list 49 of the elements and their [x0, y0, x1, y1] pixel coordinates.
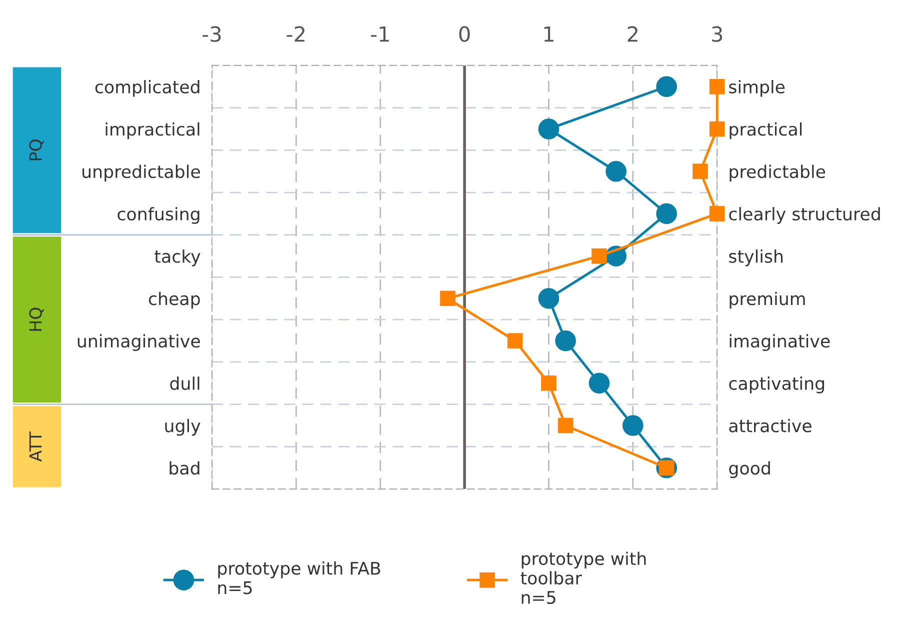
point [588, 372, 610, 394]
text: HQ [29, 308, 44, 331]
y2-tick-label: stylish [729, 249, 783, 266]
x-tick-label: 3 [712, 26, 722, 42]
point [538, 288, 560, 309]
y-tick-label: unpredictable [82, 164, 200, 182]
y-tick-label: cheap [148, 292, 200, 309]
y2-tick-label: simple [729, 80, 785, 97]
point [592, 248, 607, 264]
y2-tick-label: practical [730, 122, 802, 140]
y-tick-label: dull [170, 376, 200, 390]
y-tick-label: impractical [106, 122, 200, 140]
y2-tick-label: predictable [730, 164, 826, 182]
point [606, 160, 626, 182]
y-tick-label: bad [170, 461, 200, 475]
point [709, 206, 725, 222]
text: PQ [29, 139, 44, 160]
y-tick-label: unimaginative [78, 334, 200, 351]
point [507, 333, 523, 348]
point [555, 330, 576, 352]
point [656, 203, 677, 224]
y2-tick-label: imaginative [730, 334, 830, 351]
x-tick-label: 1 [544, 26, 554, 42]
x-tick-label: -1 [370, 26, 389, 42]
y-tick-label: confusing [118, 207, 200, 224]
point [709, 78, 725, 94]
x-tick-label: -3 [202, 26, 221, 42]
y2-tick-label: clearly structured [729, 207, 880, 224]
y-tick-label: ugly [165, 418, 200, 436]
x-tick-label: -2 [286, 26, 304, 42]
y-tick-label: tacky [154, 249, 200, 266]
point [541, 376, 556, 391]
x-tick-label: 0 [459, 26, 470, 42]
point [538, 118, 560, 140]
legend-label: prototype with FAB n=5 [218, 561, 380, 594]
point [622, 415, 644, 436]
y2-tick-label: premium [730, 292, 805, 309]
text: ATT [29, 432, 42, 462]
y2-tick-label: good [729, 461, 770, 478]
y2-tick-label: captivating [729, 376, 824, 394]
y-tick-label: complicated [95, 80, 200, 97]
x-tick-label: 2 [628, 26, 638, 42]
point [656, 76, 677, 98]
y2-tick-label: attractive [729, 418, 812, 432]
point [692, 164, 708, 179]
point [709, 121, 725, 137]
point [558, 418, 574, 434]
point [440, 290, 456, 306]
legend-label: prototype with toolbar n=5 [520, 552, 646, 604]
